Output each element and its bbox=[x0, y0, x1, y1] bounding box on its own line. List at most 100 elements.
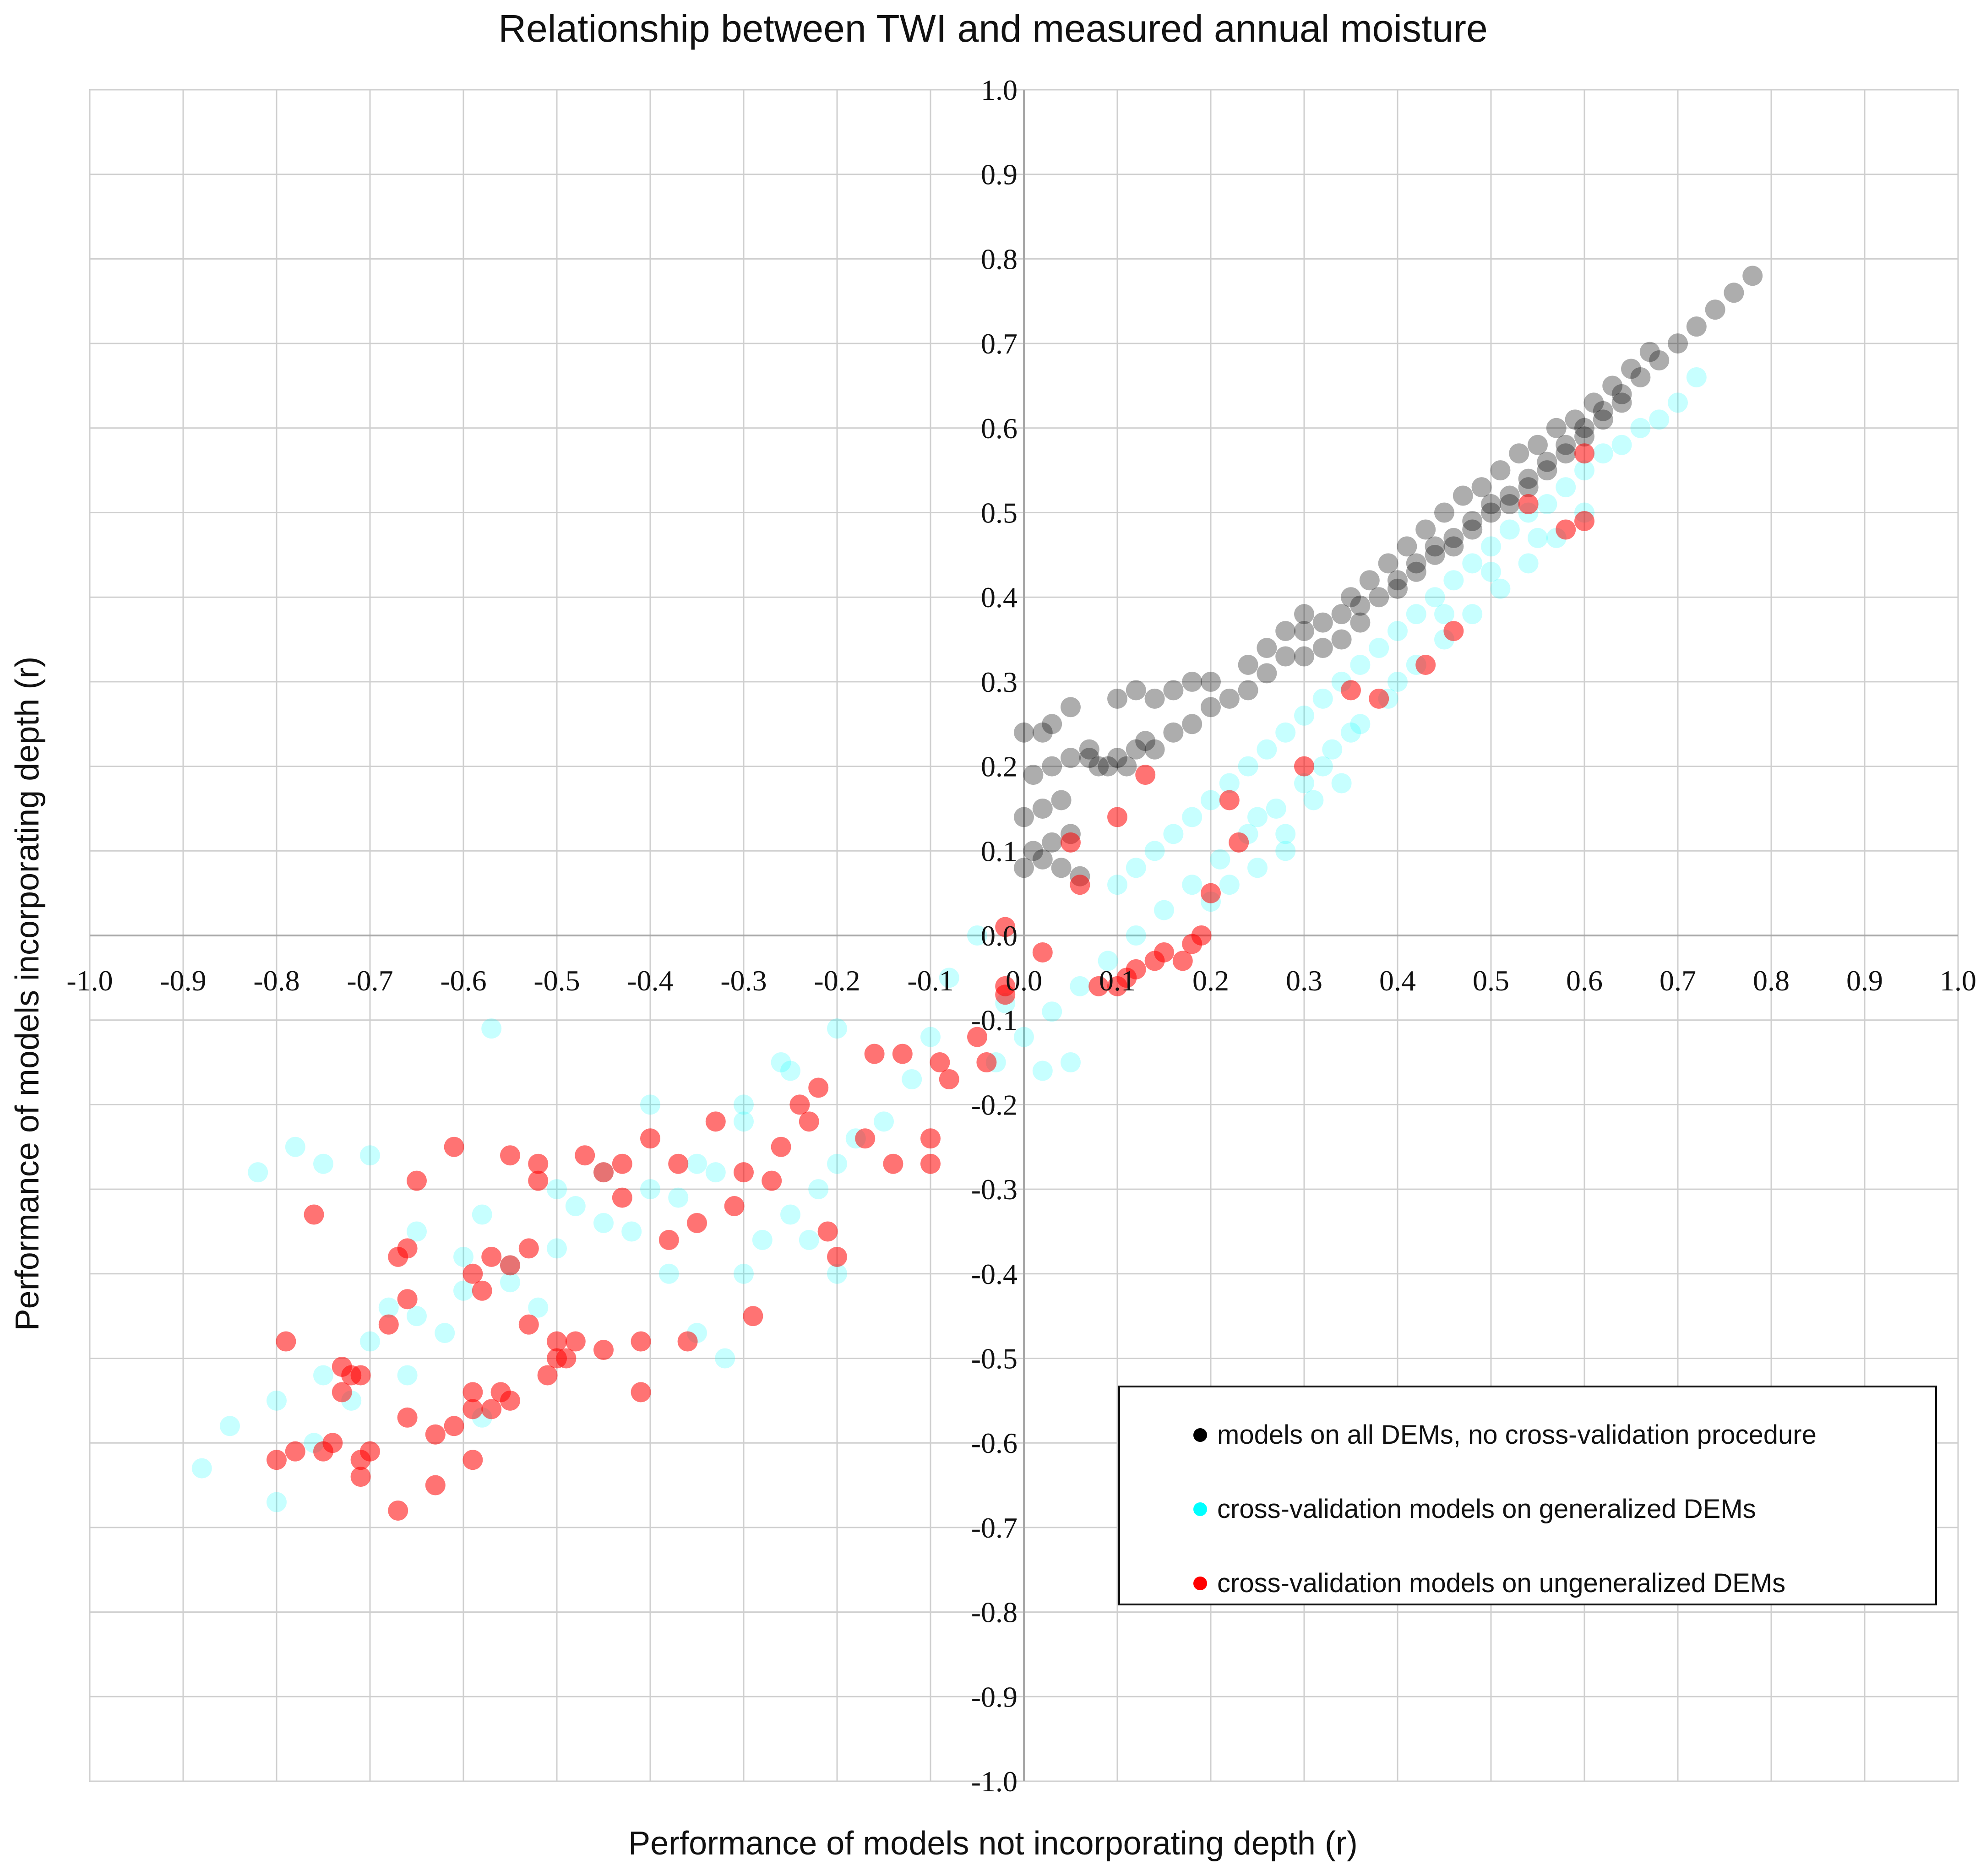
data-point bbox=[1079, 739, 1099, 760]
data-point bbox=[1144, 841, 1165, 861]
data-point bbox=[528, 1170, 549, 1191]
data-point bbox=[1303, 790, 1324, 810]
data-point bbox=[631, 1382, 651, 1403]
data-point bbox=[1135, 765, 1156, 785]
data-point bbox=[1266, 798, 1286, 819]
y-tick-label: -0.4 bbox=[971, 1258, 1017, 1290]
x-tick-label: 0.4 bbox=[1379, 964, 1416, 997]
data-point bbox=[1556, 443, 1576, 464]
data-point bbox=[1443, 570, 1464, 591]
data-point bbox=[285, 1441, 305, 1462]
data-point bbox=[1144, 688, 1165, 709]
y-tick-label: 0.5 bbox=[981, 497, 1017, 529]
y-tick-label: -0.3 bbox=[971, 1173, 1017, 1206]
data-point bbox=[1537, 451, 1557, 472]
data-point bbox=[397, 1289, 418, 1310]
data-points bbox=[191, 266, 1763, 1521]
data-point bbox=[1593, 409, 1613, 430]
data-point bbox=[687, 1213, 707, 1233]
data-point bbox=[902, 1069, 922, 1089]
data-point bbox=[1574, 443, 1594, 464]
data-point bbox=[407, 1221, 427, 1242]
data-point bbox=[462, 1382, 483, 1403]
data-point bbox=[1294, 646, 1314, 667]
data-point bbox=[799, 1111, 819, 1132]
data-point bbox=[1574, 426, 1594, 447]
data-point bbox=[1023, 765, 1044, 785]
data-point bbox=[1257, 663, 1277, 684]
data-point bbox=[518, 1238, 539, 1259]
x-tick-label: -0.4 bbox=[627, 964, 673, 997]
data-point bbox=[313, 1365, 333, 1386]
data-point bbox=[658, 1229, 679, 1250]
data-point bbox=[1350, 714, 1371, 734]
data-point bbox=[407, 1170, 427, 1191]
data-point bbox=[1014, 1027, 1034, 1047]
data-point bbox=[677, 1331, 698, 1352]
data-point bbox=[1593, 401, 1613, 421]
data-point bbox=[631, 1331, 651, 1352]
data-point bbox=[1415, 519, 1436, 540]
data-point bbox=[1387, 621, 1408, 642]
data-point bbox=[462, 1399, 483, 1419]
data-point bbox=[1163, 722, 1184, 743]
data-point bbox=[565, 1331, 586, 1352]
y-tick-label: -0.2 bbox=[971, 1088, 1017, 1121]
data-point bbox=[1499, 485, 1520, 506]
data-point bbox=[593, 1340, 614, 1360]
data-point bbox=[1387, 570, 1408, 591]
data-point bbox=[1107, 688, 1127, 709]
data-point bbox=[1453, 485, 1473, 506]
y-tick-label: 0.7 bbox=[981, 327, 1017, 360]
data-point bbox=[976, 1052, 997, 1073]
data-point bbox=[1490, 578, 1511, 599]
data-point bbox=[1182, 671, 1202, 692]
data-point bbox=[1312, 612, 1333, 633]
data-point bbox=[1387, 671, 1408, 692]
data-point bbox=[1126, 680, 1146, 701]
data-point bbox=[360, 1441, 380, 1462]
data-point bbox=[1126, 858, 1146, 878]
data-point bbox=[752, 1229, 773, 1250]
data-point bbox=[1509, 443, 1529, 464]
data-point bbox=[1014, 807, 1034, 827]
data-point bbox=[1611, 435, 1632, 455]
x-tick-label: -0.8 bbox=[253, 964, 299, 997]
data-point bbox=[1294, 773, 1314, 794]
data-point bbox=[939, 1069, 959, 1089]
data-point bbox=[1724, 283, 1744, 303]
data-point bbox=[191, 1458, 212, 1479]
data-point bbox=[1098, 951, 1118, 971]
x-tick-label: 0.9 bbox=[1846, 964, 1883, 997]
data-point bbox=[1182, 934, 1202, 954]
data-point bbox=[1611, 392, 1632, 413]
x-tick-label: 0.3 bbox=[1286, 964, 1322, 997]
data-point bbox=[1201, 697, 1221, 718]
y-tick-label: 0.2 bbox=[981, 750, 1017, 783]
data-point bbox=[1257, 739, 1277, 760]
data-point bbox=[827, 1263, 847, 1284]
data-point bbox=[1471, 477, 1492, 498]
data-point bbox=[1369, 587, 1389, 608]
data-point bbox=[640, 1128, 660, 1149]
data-point bbox=[1051, 790, 1072, 810]
data-point bbox=[1639, 342, 1660, 362]
data-point bbox=[1443, 527, 1464, 548]
data-point bbox=[565, 1196, 586, 1217]
data-point bbox=[1201, 671, 1221, 692]
data-point bbox=[1425, 536, 1445, 557]
legend: models on all DEMs, no cross-validation … bbox=[1118, 1386, 1937, 1605]
data-point bbox=[378, 1314, 399, 1335]
chart-title: Relationship between TWI and measured an… bbox=[498, 7, 1488, 50]
y-tick-label: 0.0 bbox=[981, 919, 1017, 952]
data-point bbox=[1331, 629, 1352, 650]
legend-item-red: cross-validation models on ungeneralized… bbox=[1193, 1568, 1785, 1599]
data-point bbox=[388, 1500, 408, 1521]
data-point bbox=[1051, 858, 1072, 878]
data-point bbox=[1443, 621, 1464, 642]
data-point bbox=[1294, 621, 1314, 642]
data-point bbox=[1312, 688, 1333, 709]
y-tick-label: -0.6 bbox=[971, 1427, 1017, 1459]
data-point bbox=[472, 1204, 492, 1225]
x-tick-label: 0.7 bbox=[1660, 964, 1696, 997]
